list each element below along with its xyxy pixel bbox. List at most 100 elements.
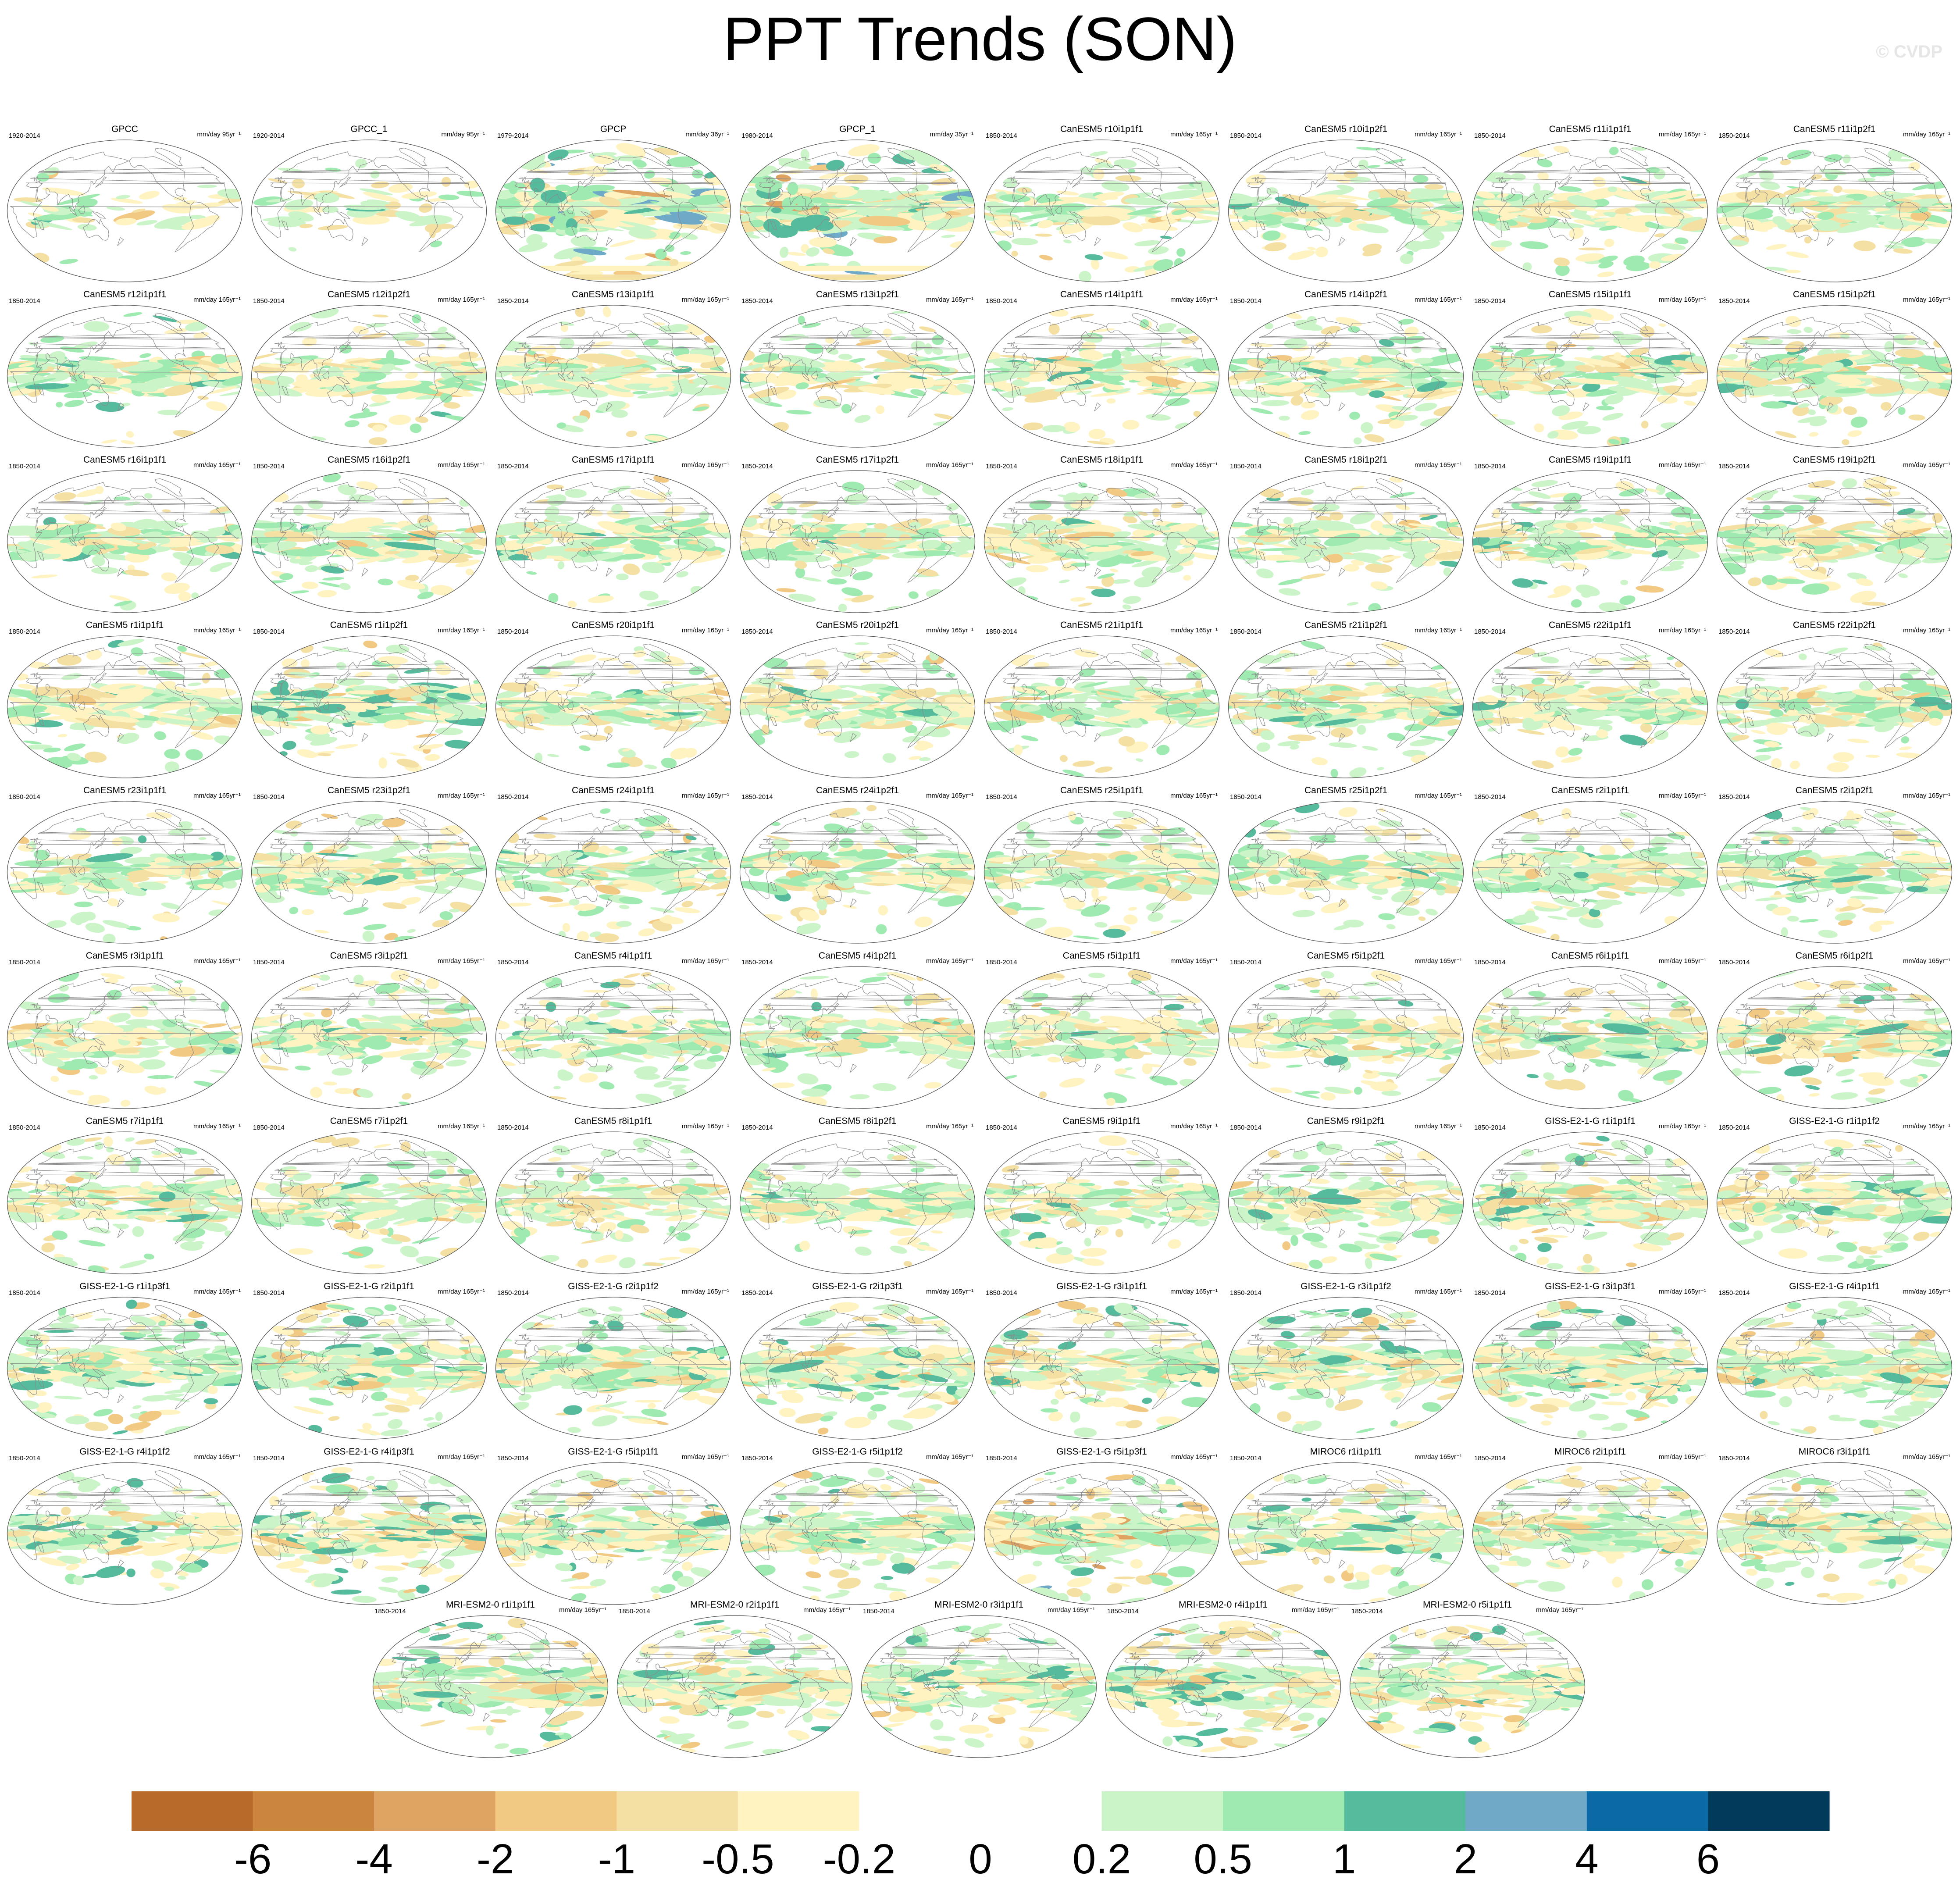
trend-blob <box>569 389 608 398</box>
trend-blob <box>1336 317 1362 327</box>
trend-blob <box>750 219 765 228</box>
trend-blob <box>837 553 881 564</box>
panel-years: 1850-2014 <box>1230 297 1262 305</box>
trend-blob <box>691 368 731 378</box>
trend-blob <box>844 175 869 184</box>
trend-blob <box>1340 217 1352 223</box>
trend-blob <box>1073 760 1095 767</box>
trend-blob <box>300 645 314 653</box>
trend-blob <box>464 181 480 189</box>
trend-blob <box>451 367 487 376</box>
trend-map <box>251 635 487 778</box>
trend-blob <box>437 380 485 392</box>
trend-blob <box>1575 253 1604 262</box>
trend-blob <box>64 743 86 751</box>
trend-blob <box>117 733 139 744</box>
trend-blob <box>1683 400 1696 406</box>
trend-blob <box>1382 511 1393 523</box>
trend-blob <box>395 211 422 222</box>
trend-blob <box>1531 480 1558 487</box>
trend-blob <box>1413 357 1433 364</box>
trend-blob <box>1819 396 1843 406</box>
trend-blob <box>556 422 567 429</box>
trend-blob <box>299 224 313 228</box>
trend-blob <box>1079 349 1104 360</box>
trend-blob <box>786 410 812 415</box>
trend-blob <box>1810 418 1827 427</box>
trend-blob <box>910 389 926 396</box>
trend-blob <box>1279 588 1301 596</box>
trend-blob <box>1347 602 1359 606</box>
trend-map <box>984 470 1220 613</box>
trend-blob <box>1659 522 1674 526</box>
trend-blob <box>1581 591 1592 598</box>
trend-blob <box>1143 342 1172 348</box>
trend-blob <box>139 191 160 200</box>
panel-years: 1850-2014 <box>1718 463 1750 470</box>
trend-blob <box>1162 523 1198 532</box>
trend-blob <box>1575 207 1596 211</box>
map-border <box>495 139 731 282</box>
trend-blob <box>740 349 755 361</box>
trend-blob <box>1484 172 1512 183</box>
trend-blob <box>1845 198 1889 213</box>
trend-blob <box>854 415 871 423</box>
trend-blob <box>873 659 889 663</box>
trend-blob <box>999 194 1031 203</box>
trend-blob <box>838 603 847 613</box>
trend-blob <box>96 401 125 412</box>
trend-blob <box>612 189 671 197</box>
trend-map <box>251 139 487 282</box>
trend-blob <box>1420 515 1438 521</box>
trend-blob <box>1865 497 1892 506</box>
trend-blob <box>1365 563 1393 573</box>
trend-blob <box>1039 255 1053 260</box>
trend-blob <box>770 422 789 433</box>
trend-blob <box>1063 421 1080 432</box>
trend-blob <box>31 574 57 579</box>
trend-blob <box>1187 214 1219 222</box>
trend-blob <box>1400 253 1414 264</box>
trend-blob <box>11 378 56 388</box>
trend-blob <box>1515 349 1535 357</box>
trend-blob <box>948 514 966 524</box>
trend-blob <box>1678 540 1708 545</box>
map-panel: CanESM5 r22i1p1f1 1850-2014 mm/day 165yr⁻¹ <box>1471 620 1710 782</box>
trend-blob <box>888 177 905 183</box>
trend-blob <box>117 638 144 646</box>
trend-blob <box>1138 511 1148 516</box>
trend-blob <box>141 531 162 539</box>
trend-blob <box>1124 356 1172 364</box>
map-panel: CanESM5 r17i1p1f1 1850-2014 mm/day 165yr⁻¹ <box>494 455 733 617</box>
trend-blob <box>1532 760 1554 769</box>
trend-blob <box>641 562 665 574</box>
trend-blob <box>161 572 177 581</box>
trend-blob <box>1193 544 1219 550</box>
trend-blob <box>881 539 917 548</box>
trend-blob <box>1597 271 1614 278</box>
trend-blob <box>440 392 453 403</box>
trend-map <box>251 470 487 613</box>
trend-blob <box>401 191 437 199</box>
trend-blob <box>405 371 418 379</box>
trend-blob <box>251 523 291 528</box>
trend-blob <box>355 671 373 678</box>
trend-blob <box>1306 221 1319 227</box>
trend-blob <box>76 489 102 497</box>
trend-blob <box>443 375 467 383</box>
trend-blob <box>941 235 955 238</box>
trend-blob <box>1364 434 1385 443</box>
trend-blob <box>788 593 816 602</box>
trend-blob <box>336 540 368 549</box>
trend-blob <box>827 578 847 585</box>
trend-blob <box>1256 568 1274 578</box>
trend-blob <box>1236 536 1265 543</box>
trend-blob <box>1307 316 1317 326</box>
trend-blob <box>371 394 387 403</box>
trend-blob <box>445 415 473 422</box>
trend-blob <box>781 355 826 368</box>
trend-blob <box>831 566 853 577</box>
coastlines <box>254 478 483 583</box>
trend-blob <box>1357 725 1366 735</box>
trend-blob <box>1532 371 1564 382</box>
